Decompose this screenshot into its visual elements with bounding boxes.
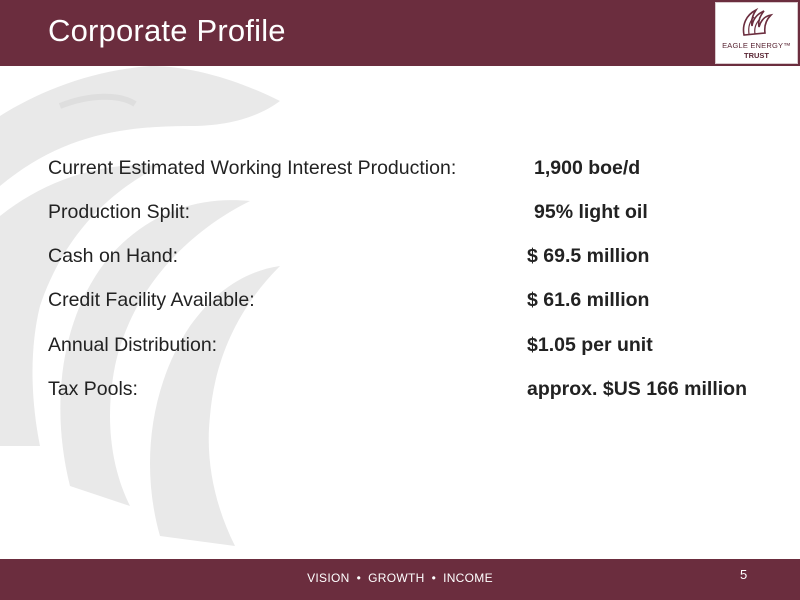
profile-row-production-split: Production Split: 95% light oil [48,201,788,229]
tagline-separator: • [431,571,437,585]
page-title: Corporate Profile [48,13,286,48]
row-value: $1.05 per unit [527,334,653,356]
tagline-income: INCOME [443,571,493,585]
row-value: 95% light oil [534,201,648,223]
eagle-head-icon [742,7,774,36]
company-logo: EAGLE ENERGY™ TRUST [715,2,798,64]
row-label: Production Split: [48,201,190,223]
eagle-wing-watermark [0,66,280,546]
footer-bar [0,559,800,600]
profile-row-tax-pools: Tax Pools: approx. $US 166 million [48,378,788,406]
profile-row-cash-on-hand: Cash on Hand: $ 69.5 million [48,245,788,273]
logo-text-line1: EAGLE ENERGY™ [722,41,791,50]
row-label: Annual Distribution: [48,334,218,356]
row-value: approx. $US 166 million [527,378,747,400]
footer-tagline: VISION • GROWTH • INCOME [0,571,800,585]
page-number: 5 [740,567,748,582]
profile-row-production: Current Estimated Working Interest Produ… [48,157,788,185]
row-value: $ 61.6 million [527,289,650,311]
tagline-growth: GROWTH [368,571,425,585]
profile-row-annual-distribution: Annual Distribution: $1.05 per unit [48,334,788,362]
row-value: 1,900 boe/d [534,157,641,179]
row-label: Credit Facility Available: [48,289,255,311]
row-label: Tax Pools: [48,378,138,400]
header-bar [0,0,800,66]
tagline-separator: • [356,571,362,585]
tagline-vision: VISION [307,571,350,585]
row-value: $ 69.5 million [527,245,650,267]
logo-text-line2: TRUST [744,51,769,60]
row-label: Current Estimated Working Interest Produ… [48,157,457,179]
profile-row-credit-facility: Credit Facility Available: $ 61.6 millio… [48,289,788,317]
row-label: Cash on Hand: [48,245,179,267]
